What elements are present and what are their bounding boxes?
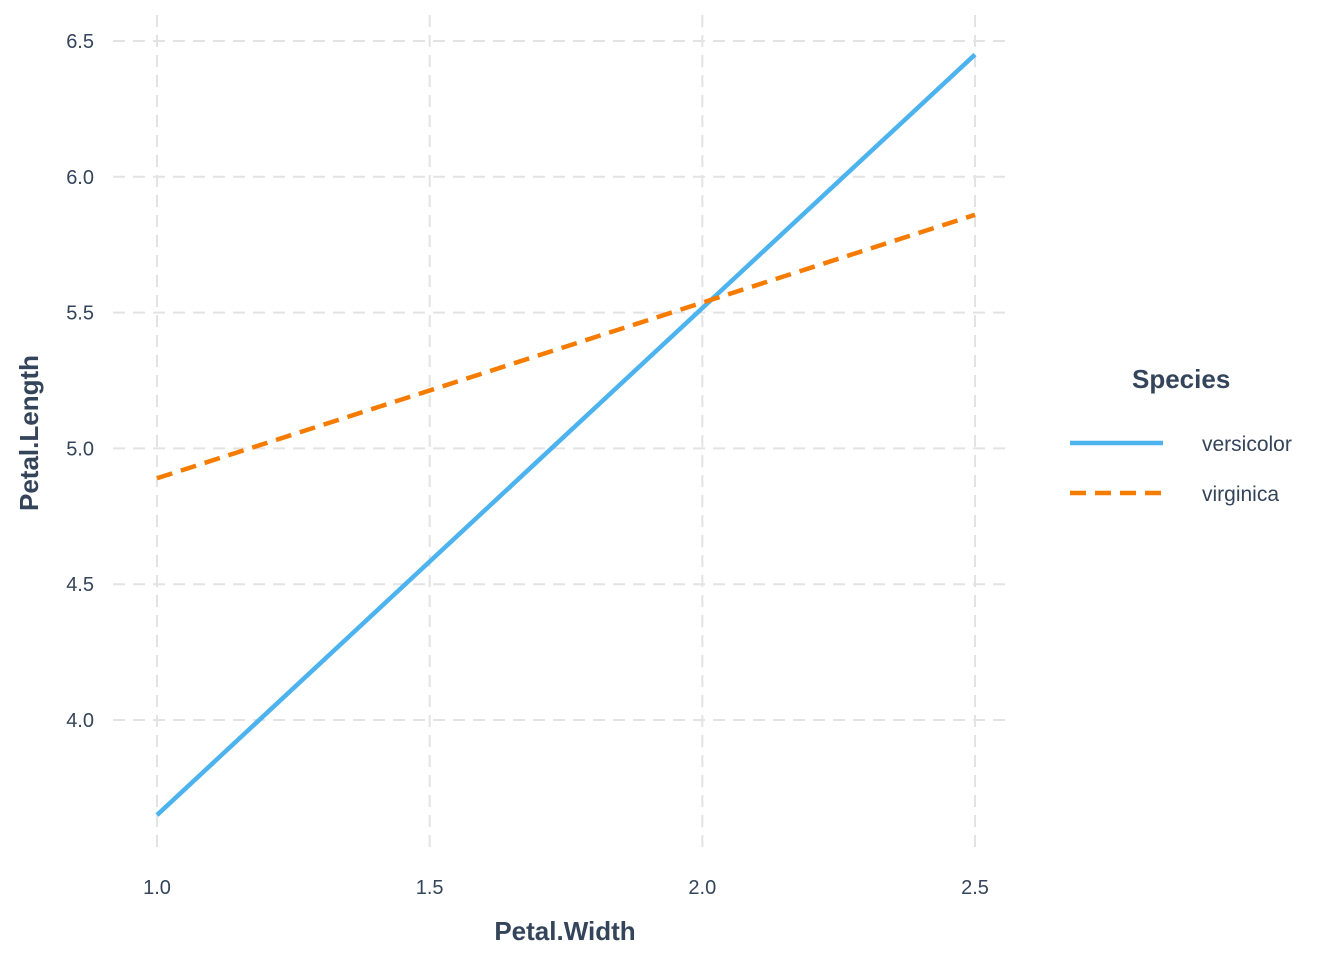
- legend: Species versicolor virginica: [1070, 364, 1292, 506]
- y-axis-ticks: 4.0 4.5 5.0 5.5 6.0 6.5: [66, 31, 94, 732]
- y-tick-label: 4.5: [66, 574, 94, 596]
- legend-label-virginica: virginica: [1202, 483, 1279, 506]
- legend-items: versicolor virginica: [1070, 433, 1292, 506]
- series-line-virginica: [156, 212, 976, 481]
- x-axis-title: Petal.Width: [494, 916, 635, 946]
- x-tick-label: 1.0: [143, 877, 171, 899]
- legend-title: Species: [1132, 364, 1230, 394]
- x-axis-ticks: 1.0 1.5 2.0 2.5: [143, 877, 989, 899]
- x-tick-label: 2.0: [688, 877, 716, 899]
- legend-label-versicolor: versicolor: [1202, 433, 1292, 456]
- y-tick-label: 5.5: [66, 303, 94, 325]
- series-lines: [155, 52, 977, 817]
- y-tick-label: 4.0: [66, 710, 94, 732]
- x-tick-label: 1.5: [416, 877, 444, 899]
- y-tick-label: 6.5: [66, 31, 94, 53]
- y-tick-label: 6.0: [66, 167, 94, 189]
- series-line-versicolor: [155, 52, 977, 817]
- y-axis-title: Petal.Length: [14, 355, 44, 511]
- grid: [113, 15, 1010, 852]
- y-tick-label: 5.0: [66, 438, 94, 460]
- x-tick-label: 2.5: [961, 877, 989, 899]
